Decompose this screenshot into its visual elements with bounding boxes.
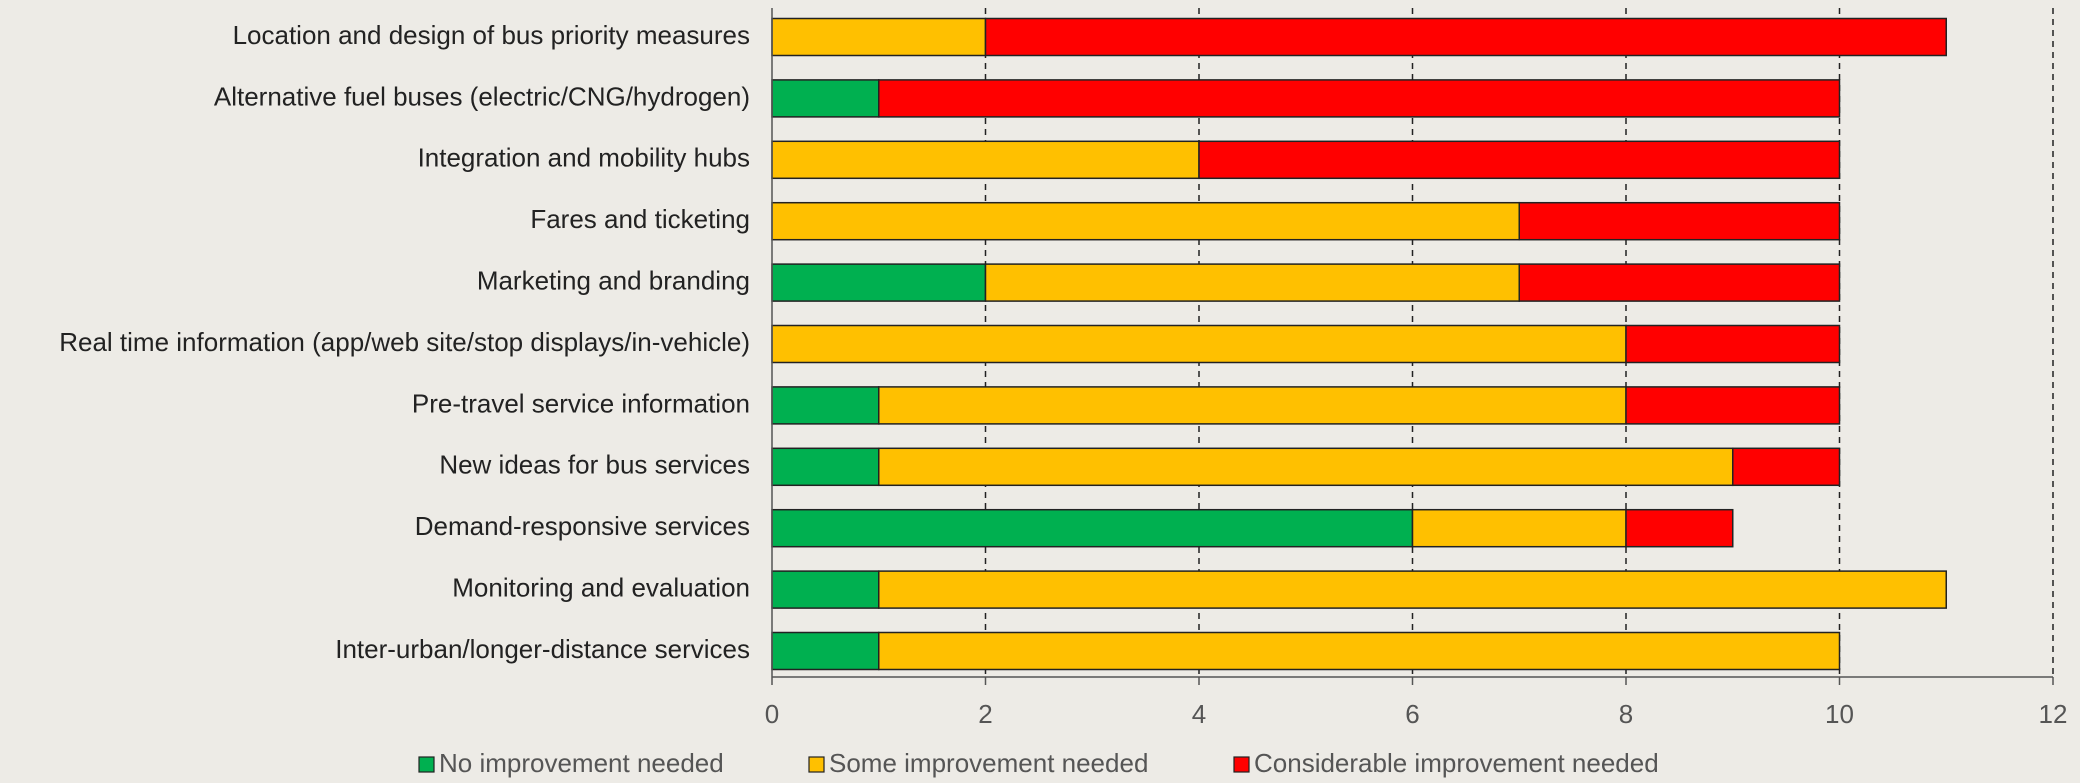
x-tick-label: 2	[978, 699, 992, 729]
bar-segment	[1411, 508, 1627, 548]
bar-segment	[878, 570, 1947, 609]
x-tick-label: 10	[1825, 699, 1854, 729]
bar-segment	[1198, 140, 1841, 180]
bar-segment	[771, 386, 880, 425]
bar-segment	[771, 508, 1414, 548]
bar-segment	[771, 570, 880, 609]
bar-segment	[771, 263, 987, 302]
y-tick-label: Real time information (app/web site/stop…	[59, 327, 750, 357]
legend-label: Considerable improvement needed	[1254, 748, 1659, 778]
bar-segment	[984, 263, 1520, 302]
bar-segment	[984, 17, 1947, 57]
bar-segment	[1625, 324, 1841, 364]
legend-label: No improvement needed	[439, 748, 724, 778]
bar-segment	[1518, 201, 1841, 241]
legend-swatch	[808, 756, 825, 773]
bar-segment	[878, 447, 1734, 487]
bar-segment	[771, 140, 1200, 180]
bar-segment	[771, 631, 880, 671]
x-tick-label: 4	[1192, 699, 1206, 729]
bar-segment	[771, 17, 987, 57]
x-tick-label: 0	[765, 699, 779, 729]
bar-segment	[771, 447, 880, 487]
bar-segment	[771, 324, 1627, 364]
x-tick-label: 6	[1405, 699, 1419, 729]
bar-segment	[771, 79, 880, 118]
legend-swatch	[418, 756, 435, 773]
y-tick-label: Monitoring and evaluation	[452, 572, 750, 602]
y-tick-label: Integration and mobility hubs	[418, 143, 750, 173]
x-tick-label: 12	[2039, 699, 2068, 729]
y-tick-label: Demand-responsive services	[415, 511, 750, 541]
y-tick-label: Pre-travel service information	[412, 388, 750, 418]
y-tick-label: Fares and ticketing	[530, 204, 750, 234]
y-tick-label: Inter-urban/longer-distance services	[335, 634, 750, 664]
y-tick-label: Marketing and branding	[477, 265, 750, 295]
bar-segment	[878, 79, 1841, 118]
bar-segment	[1732, 447, 1841, 487]
bar-segment	[878, 631, 1841, 671]
y-tick-label: New ideas for bus services	[439, 450, 750, 480]
legend-label: Some improvement needed	[829, 748, 1148, 778]
bar-segment	[1625, 386, 1841, 425]
bar-segment	[1518, 263, 1841, 302]
y-tick-label: Location and design of bus priority meas…	[233, 20, 750, 50]
x-tick-label: 8	[1619, 699, 1633, 729]
y-tick-label: Alternative fuel buses (electric/CNG/hyd…	[214, 81, 750, 111]
bar-segment	[1625, 508, 1734, 548]
bar-segment	[771, 201, 1520, 241]
bar-segment	[878, 386, 1627, 425]
legend-swatch	[1233, 756, 1250, 773]
